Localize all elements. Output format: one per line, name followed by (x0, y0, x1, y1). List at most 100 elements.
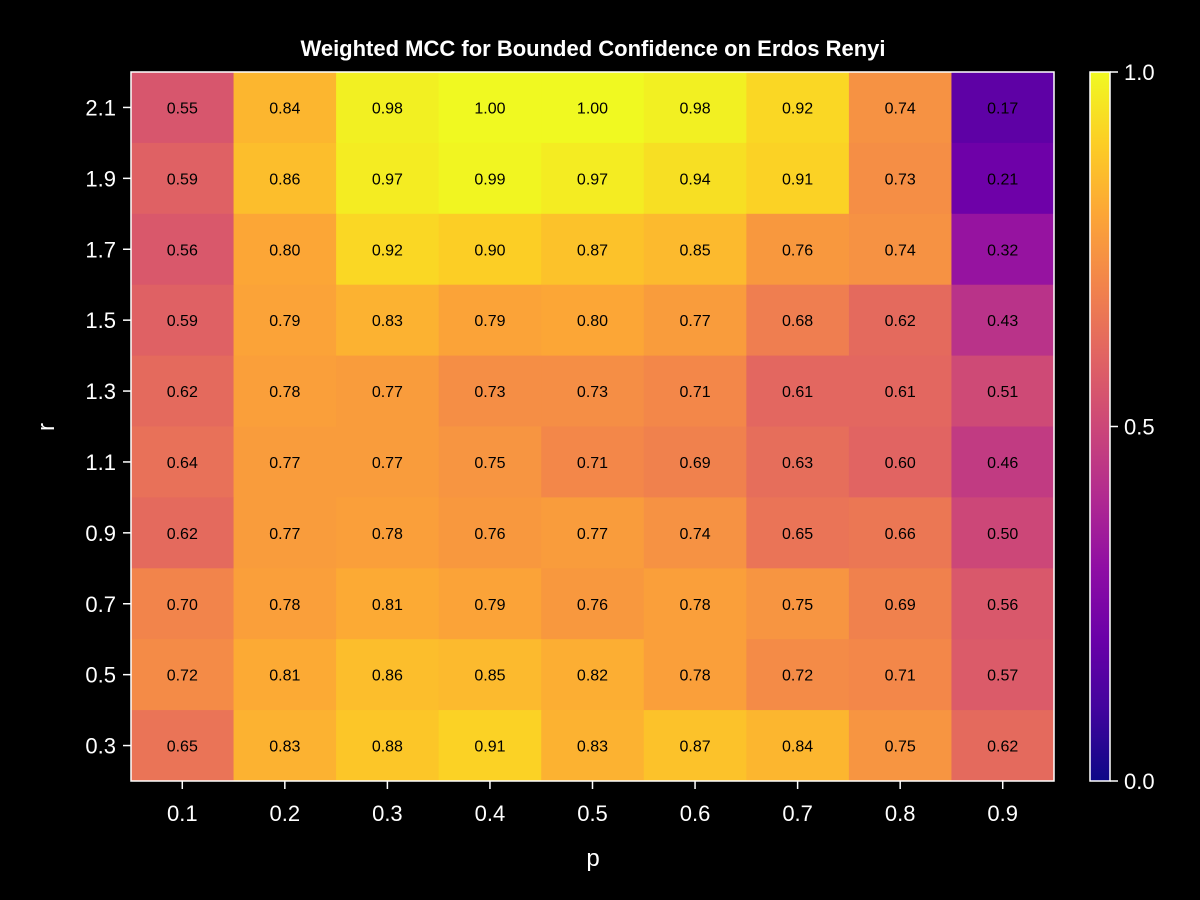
cell-value-label: 0.78 (269, 597, 300, 614)
cell-value-label: 1.00 (474, 100, 505, 117)
cell-value-label: 0.75 (782, 597, 813, 614)
cell-value-label: 0.94 (679, 171, 710, 188)
heatmap-cell (438, 426, 542, 498)
heatmap-cell (131, 142, 235, 215)
heatmap-cell (951, 426, 1055, 498)
heatmap-cell (336, 355, 440, 427)
heatmap-cell (848, 639, 952, 711)
x-tick-label: 0.2 (270, 801, 301, 826)
heatmap-cell (643, 213, 747, 286)
cell-value-label: 0.86 (269, 171, 300, 188)
heatmap-cell (233, 639, 337, 711)
heatmap-cell (541, 710, 645, 782)
cell-value-label: 0.80 (269, 242, 300, 259)
heatmap-cell (131, 710, 235, 782)
cell-value-label: 0.62 (987, 739, 1018, 756)
heatmap-cell (746, 426, 850, 498)
heatmap-cell (643, 142, 747, 215)
heatmap-cell (233, 213, 337, 286)
heatmap-cell (438, 213, 542, 286)
cell-value-label: 0.46 (987, 455, 1018, 472)
heatmap-cell (438, 568, 542, 640)
cell-value-label: 0.74 (679, 526, 710, 543)
y-tick-label: 1.5 (85, 308, 116, 333)
heatmap-cell (233, 568, 337, 640)
y-tick-label: 1.9 (85, 166, 116, 191)
y-axis-label: r (33, 423, 60, 431)
x-tick-label: 0.8 (885, 801, 916, 826)
cell-value-label: 0.62 (167, 384, 198, 401)
cell-value-label: 0.79 (474, 597, 505, 614)
heatmap-cell (643, 497, 747, 569)
heatmap-cell (643, 426, 747, 498)
cell-value-label: 0.76 (577, 597, 608, 614)
cell-value-label: 0.77 (577, 526, 608, 543)
cell-value-label: 0.81 (372, 597, 403, 614)
heatmap-cell (336, 639, 440, 711)
heatmap-cell (746, 355, 850, 427)
heatmap-cell (746, 72, 850, 144)
cell-value-label: 0.17 (987, 100, 1018, 117)
heatmap-cell (233, 72, 337, 144)
heatmap-cell (336, 142, 440, 215)
heatmap-cell (746, 142, 850, 215)
cell-value-label: 0.21 (987, 171, 1018, 188)
heatmap-cell (643, 639, 747, 711)
cell-value-label: 0.62 (885, 313, 916, 330)
heatmap-cell (746, 213, 850, 286)
cell-value-label: 0.82 (577, 668, 608, 685)
heatmap-cell (336, 710, 440, 782)
cell-value-label: 0.56 (167, 242, 198, 259)
cell-value-label: 0.78 (679, 597, 710, 614)
colorbar-tick-label: 0.0 (1124, 769, 1155, 794)
cell-value-label: 0.83 (269, 739, 300, 756)
heatmap-cell (336, 497, 440, 569)
heatmap-cell (848, 426, 952, 498)
cell-value-label: 0.77 (679, 313, 710, 330)
cell-value-label: 0.92 (782, 100, 813, 117)
cell-value-label: 0.77 (372, 384, 403, 401)
heatmap-cell (541, 639, 645, 711)
cell-value-label: 0.84 (269, 100, 300, 117)
cell-value-label: 0.85 (474, 668, 505, 685)
x-axis-label: p (586, 845, 599, 872)
cell-value-label: 0.85 (679, 242, 710, 259)
cell-value-label: 0.81 (269, 668, 300, 685)
chart-title: Weighted MCC for Bounded Confidence on E… (300, 36, 885, 61)
cell-value-label: 0.55 (167, 100, 198, 117)
x-tick-label: 0.4 (475, 801, 506, 826)
heatmap-cell (746, 284, 850, 357)
heatmap-cell (541, 142, 645, 215)
heatmap-cell (643, 355, 747, 427)
heatmap-cell (643, 710, 747, 782)
cell-value-label: 0.88 (372, 739, 403, 756)
cell-value-label: 0.56 (987, 597, 1018, 614)
x-axis-ticks: 0.1 0.2 0.3 0.4 0.5 0.6 0.7 0.8 0.9 (167, 781, 1018, 826)
heatmap-cell (848, 213, 952, 286)
cell-value-label: 0.98 (372, 100, 403, 117)
heatmap-cell (848, 497, 952, 569)
heatmap-cells: 0.55 0.84 0.98 1.00 1.00 0.98 0.92 0.74 0.17 0.59… (131, 72, 1055, 782)
colorbar-tick-label: 1.0 (1124, 60, 1155, 85)
colorbar-ticks: 0.0 0.5 1.0 (1110, 60, 1155, 794)
heatmap-cell (951, 710, 1055, 782)
cell-value-label: 0.73 (885, 171, 916, 188)
cell-value-label: 0.91 (474, 739, 505, 756)
cell-value-label: 0.64 (167, 455, 198, 472)
cell-value-label: 0.71 (679, 384, 710, 401)
heatmap-cell (438, 497, 542, 569)
heatmap-cell (848, 568, 952, 640)
cell-value-label: 0.74 (885, 242, 916, 259)
cell-value-label: 0.78 (269, 384, 300, 401)
y-tick-label: 0.7 (85, 592, 116, 617)
heatmap-cell (541, 426, 645, 498)
heatmap-cell (233, 497, 337, 569)
cell-value-label: 0.84 (782, 739, 813, 756)
heatmap-cell (438, 710, 542, 782)
heatmap-cell (746, 497, 850, 569)
cell-value-label: 1.00 (577, 100, 608, 117)
heatmap-cell (951, 639, 1055, 711)
heatmap-cell (336, 213, 440, 286)
heatmap-cell (951, 72, 1055, 144)
x-tick-label: 0.5 (577, 801, 608, 826)
